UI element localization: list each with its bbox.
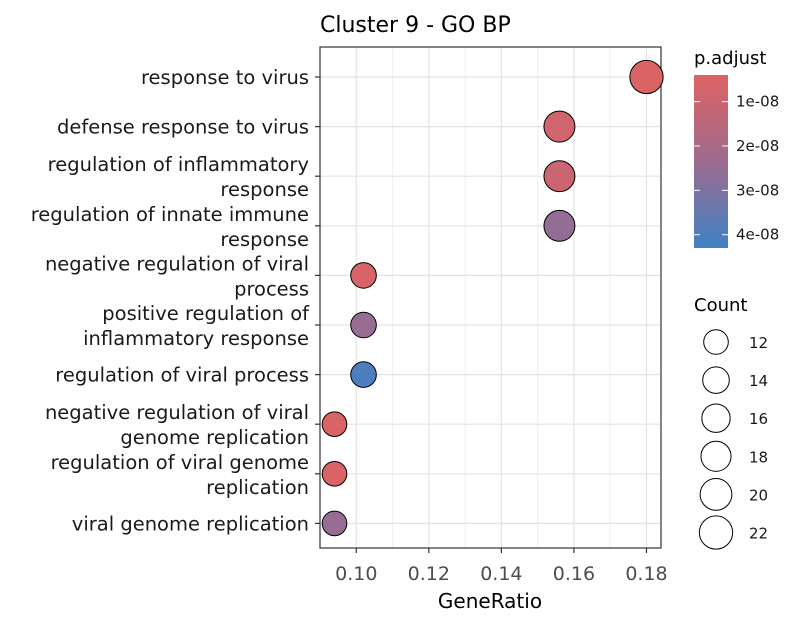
data-point bbox=[321, 461, 348, 487]
y-tick-label: response to virus bbox=[141, 66, 309, 89]
y-tick-label: response bbox=[220, 228, 309, 251]
size-legend-circle bbox=[699, 478, 733, 511]
y-tick-label: negative regulation of viral bbox=[45, 401, 309, 424]
y-tick-label: process bbox=[234, 277, 309, 300]
data-point bbox=[321, 510, 348, 537]
size-legend-label: 22 bbox=[749, 525, 768, 543]
size-legend-items: 12 14 16 18 20 22 bbox=[698, 329, 768, 550]
y-tick-label: viral genome replication bbox=[72, 512, 309, 535]
data-point bbox=[350, 311, 377, 339]
color-legend-title: p.adjust bbox=[694, 48, 766, 69]
chart-title: Cluster 9 - GO BP bbox=[320, 13, 511, 38]
size-legend-circle bbox=[701, 403, 731, 433]
x-tick-label: 0.10 bbox=[335, 563, 377, 585]
y-tick-label: genome replication bbox=[120, 426, 309, 449]
plot-panel bbox=[319, 46, 662, 549]
y-axis-labels: response to virus defense response to vir… bbox=[31, 66, 320, 535]
size-legend-circle bbox=[700, 440, 732, 472]
size-legend-title: Count bbox=[694, 295, 747, 316]
data-point bbox=[543, 160, 576, 193]
y-tick-label: regulation of innate immune bbox=[31, 203, 309, 226]
size-legend-circle bbox=[698, 515, 734, 550]
x-tick-label: 0.18 bbox=[625, 563, 667, 585]
color-legend-label: 1e-08 bbox=[736, 93, 779, 111]
y-tick-label: response bbox=[220, 178, 309, 201]
data-point bbox=[629, 59, 664, 95]
size-legend-label: 14 bbox=[749, 372, 768, 390]
y-tick-label: negative regulation of viral bbox=[45, 252, 309, 275]
y-tick-label: regulation of viral process bbox=[55, 364, 309, 387]
x-tick-label: 0.12 bbox=[408, 563, 450, 585]
size-legend-circle bbox=[703, 329, 729, 355]
y-tick-label: inflammatory response bbox=[83, 327, 309, 350]
color-legend-label: 3e-08 bbox=[736, 181, 779, 199]
y-tick-label: regulation of viral genome bbox=[51, 451, 309, 474]
size-legend-label: 20 bbox=[749, 486, 768, 504]
data-point bbox=[543, 209, 576, 242]
data-points bbox=[321, 59, 664, 537]
y-tick-label: positive regulation of bbox=[102, 302, 310, 325]
color-legend-bar bbox=[694, 75, 728, 248]
data-point bbox=[543, 110, 576, 143]
x-tick-label: 0.16 bbox=[553, 563, 595, 585]
data-point bbox=[350, 262, 377, 289]
size-legend-label: 12 bbox=[749, 334, 768, 352]
y-tick-label: regulation of inflammatory bbox=[48, 153, 309, 176]
x-axis-title: GeneRatio bbox=[438, 589, 542, 613]
size-legend-label: 16 bbox=[749, 410, 768, 428]
data-point bbox=[350, 361, 377, 388]
y-tick-label: replication bbox=[206, 476, 309, 499]
y-tick-label: defense response to virus bbox=[57, 116, 309, 139]
grid-lines bbox=[320, 47, 661, 548]
color-legend-ticks: 1e-08 2e-08 3e-08 4e-08 bbox=[694, 93, 779, 244]
color-legend-label: 2e-08 bbox=[736, 137, 779, 155]
data-point bbox=[321, 411, 348, 437]
color-legend-label: 4e-08 bbox=[736, 226, 779, 244]
x-tick-label: 0.14 bbox=[480, 563, 522, 585]
x-axis-ticks: 0.10 0.12 0.14 0.16 0.18 bbox=[335, 548, 668, 585]
size-legend-circle bbox=[702, 366, 730, 394]
size-legend-label: 18 bbox=[749, 448, 768, 466]
